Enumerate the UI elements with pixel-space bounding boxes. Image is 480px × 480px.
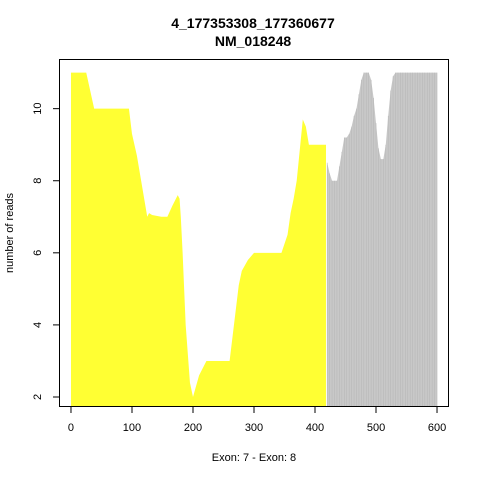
x-tick-label: 300 bbox=[245, 422, 263, 434]
y-tick-label: 2 bbox=[32, 394, 44, 400]
coverage-area-series-1 bbox=[70, 72, 326, 407]
x-axis-label: Exon: 7 - Exon: 8 bbox=[212, 452, 296, 464]
y-tick-label: 4 bbox=[32, 322, 44, 328]
y-tick-label: 10 bbox=[32, 103, 44, 115]
coverage-area-series-2 bbox=[327, 72, 438, 407]
plot-border bbox=[59, 59, 449, 407]
y-axis-label: number of reads bbox=[4, 192, 16, 273]
chart-title: 4_177353308_177360677 bbox=[171, 15, 335, 31]
x-tick-label: 200 bbox=[184, 422, 202, 434]
x-tick-label: 0 bbox=[68, 422, 74, 434]
plot-area bbox=[70, 72, 438, 407]
x-tick-label: 500 bbox=[367, 422, 385, 434]
x-axis: 0 100 200 300 400 500 600 bbox=[68, 406, 446, 434]
x-tick-label: 400 bbox=[306, 422, 324, 434]
y-tick-label: 8 bbox=[32, 178, 44, 184]
y-axis: 2 4 6 8 10 bbox=[32, 103, 60, 400]
chart-subtitle: NM_018248 bbox=[215, 33, 291, 49]
x-tick-label: 100 bbox=[123, 422, 141, 434]
y-tick-label: 6 bbox=[32, 250, 44, 256]
x-tick-label: 600 bbox=[428, 422, 446, 434]
